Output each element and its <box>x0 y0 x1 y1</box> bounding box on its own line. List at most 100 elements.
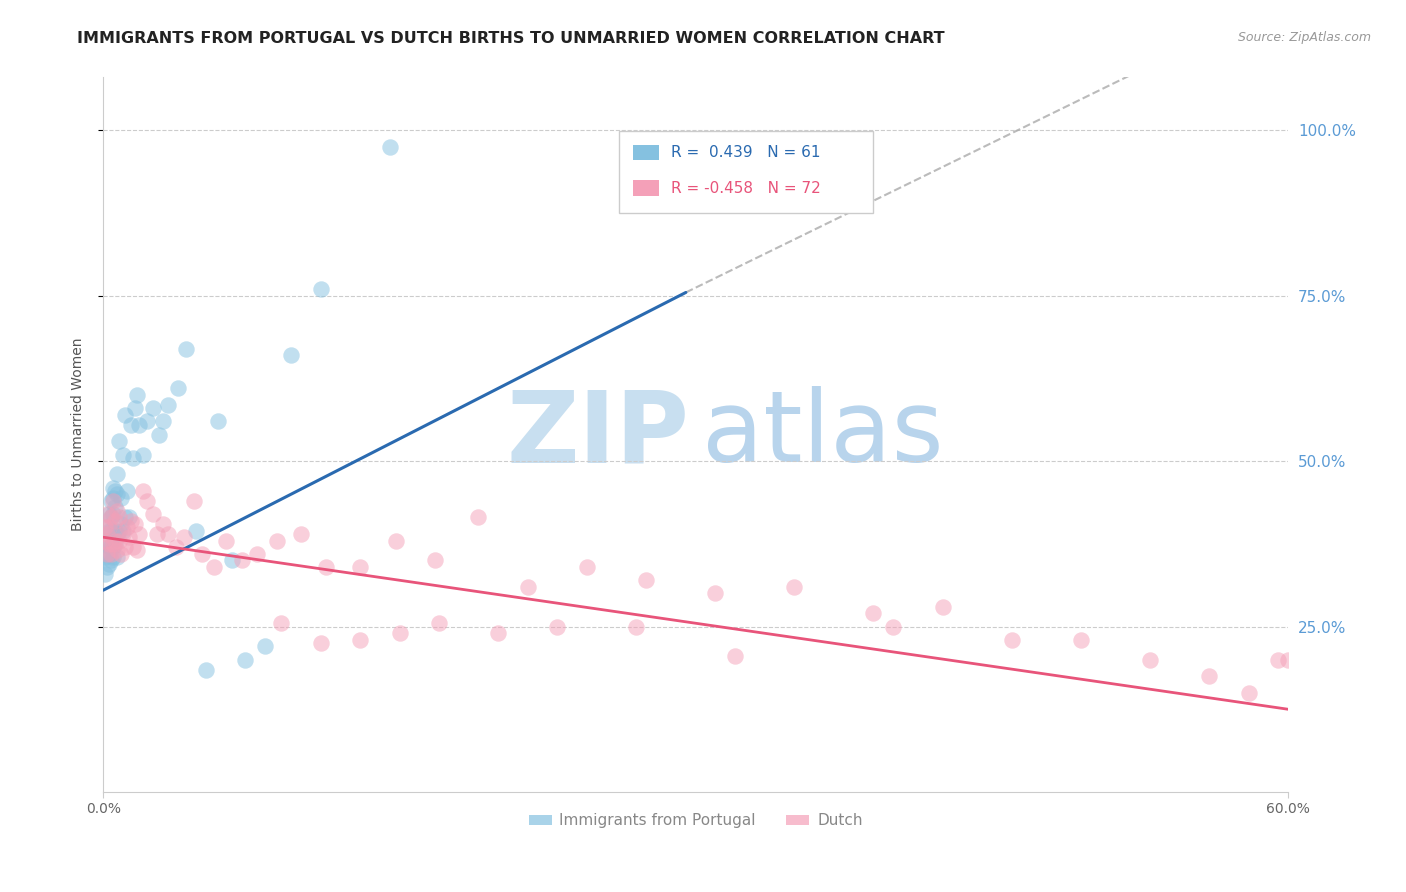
Point <box>384 533 406 548</box>
Point <box>104 537 127 551</box>
Point <box>349 632 371 647</box>
Point <box>783 580 806 594</box>
Point <box>145 527 167 541</box>
Point <box>96 507 118 521</box>
Point <box>167 381 190 395</box>
Point <box>152 414 174 428</box>
Point <box>105 504 128 518</box>
Point <box>101 537 124 551</box>
Point <box>165 540 187 554</box>
Point <box>124 401 146 416</box>
Legend: Immigrants from Portugal, Dutch: Immigrants from Portugal, Dutch <box>523 807 869 834</box>
Point <box>349 560 371 574</box>
Point <box>202 560 225 574</box>
Point <box>108 533 131 548</box>
Point <box>423 553 446 567</box>
Point <box>125 543 148 558</box>
Point <box>122 450 145 465</box>
Point <box>235 653 257 667</box>
Point <box>101 494 124 508</box>
Point <box>1139 653 1161 667</box>
Point <box>96 533 118 548</box>
Point <box>183 494 205 508</box>
Text: atlas: atlas <box>702 386 943 483</box>
Point <box>110 491 132 505</box>
Point <box>114 510 136 524</box>
Point <box>118 530 141 544</box>
Text: Source: ZipAtlas.com: Source: ZipAtlas.com <box>1237 31 1371 45</box>
Point <box>108 524 131 538</box>
Bar <box>633 145 659 161</box>
Text: ZIP: ZIP <box>508 386 690 483</box>
Point <box>132 448 155 462</box>
Point <box>100 494 122 508</box>
Point <box>98 557 121 571</box>
Point <box>104 483 127 498</box>
Point <box>132 483 155 498</box>
Point <box>254 640 277 654</box>
Point <box>270 616 292 631</box>
Point <box>101 491 124 505</box>
Point <box>246 547 269 561</box>
Point <box>105 467 128 482</box>
Point <box>207 414 229 428</box>
Point <box>309 282 332 296</box>
Point <box>105 487 128 501</box>
Point <box>636 574 658 588</box>
Point <box>290 527 312 541</box>
Point <box>101 481 124 495</box>
Text: R = -0.458   N = 72: R = -0.458 N = 72 <box>671 181 821 195</box>
Point <box>120 514 142 528</box>
Point <box>516 580 538 594</box>
Point <box>100 547 122 561</box>
Point <box>100 510 122 524</box>
Point <box>98 540 121 554</box>
Point <box>124 516 146 531</box>
Point <box>191 547 214 561</box>
Point <box>309 636 332 650</box>
Point <box>110 516 132 531</box>
Point <box>547 619 569 633</box>
Point <box>148 427 170 442</box>
Point <box>427 616 450 631</box>
Point <box>98 547 121 561</box>
Point <box>576 560 599 574</box>
Point <box>1277 653 1299 667</box>
Point <box>118 510 141 524</box>
Point <box>104 524 127 538</box>
Point <box>98 507 121 521</box>
Point <box>221 553 243 567</box>
Point <box>100 553 122 567</box>
Point <box>100 540 122 554</box>
Point <box>174 342 197 356</box>
Point <box>142 507 165 521</box>
Point <box>104 533 127 548</box>
Point <box>94 533 117 548</box>
Point <box>152 516 174 531</box>
Point <box>315 560 337 574</box>
Bar <box>633 180 659 196</box>
Point <box>101 550 124 565</box>
Point <box>231 553 253 567</box>
Point <box>1198 669 1220 683</box>
Point <box>157 527 180 541</box>
Point <box>215 533 238 548</box>
Point <box>1001 632 1024 647</box>
Point <box>108 510 131 524</box>
Point <box>96 547 118 561</box>
Point <box>931 599 953 614</box>
Point <box>96 547 118 561</box>
Point <box>104 514 127 528</box>
Text: R =  0.439   N = 61: R = 0.439 N = 61 <box>671 145 820 160</box>
Point <box>94 550 117 565</box>
Point <box>105 550 128 565</box>
Point <box>94 520 117 534</box>
Point <box>101 540 124 554</box>
Point <box>1237 686 1260 700</box>
Point <box>96 527 118 541</box>
Point <box>101 507 124 521</box>
Point <box>96 560 118 574</box>
FancyBboxPatch shape <box>619 131 873 213</box>
Point <box>486 626 509 640</box>
Point <box>112 448 135 462</box>
